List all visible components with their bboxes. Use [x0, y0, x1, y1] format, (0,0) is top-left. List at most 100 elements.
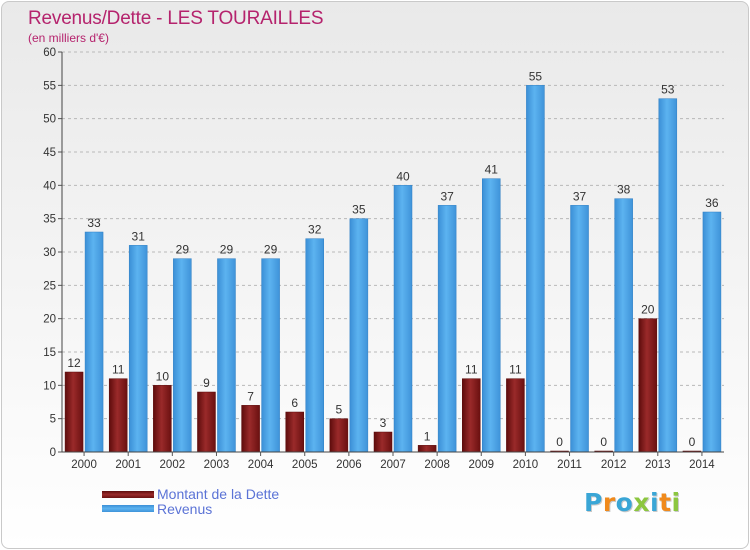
value-label-revenus-2011: 37	[573, 189, 587, 203]
bar-dette-2013	[638, 318, 658, 453]
proxiti-logo: Proxiti	[584, 488, 681, 517]
value-label-revenus-2013: 53	[661, 83, 675, 97]
value-label-dette-2003: 9	[203, 376, 210, 390]
y-tick-label: 5	[50, 414, 56, 426]
x-tick-label: 2013	[645, 459, 671, 471]
x-tick-label: 2004	[248, 459, 274, 471]
legend-label-dette: Montant de la Dette	[157, 486, 280, 502]
labels-layer: 1233113110299297296325353401371141115503…	[67, 69, 719, 449]
y-tick-label: 60	[43, 47, 56, 59]
y-tick-label: 40	[43, 180, 56, 192]
value-label-revenus-2000: 33	[87, 216, 101, 230]
value-label-dette-2004: 7	[247, 389, 254, 403]
x-tick-label: 2000	[71, 459, 97, 471]
y-tick-label: 20	[43, 314, 56, 326]
x-tick-label: 2011	[557, 459, 582, 471]
value-label-dette-2005: 6	[291, 396, 298, 410]
grid-layer	[62, 51, 724, 420]
bar-dette-2006	[329, 418, 349, 453]
y-tick-label: 50	[43, 114, 56, 126]
logo-letter: i	[650, 488, 660, 517]
legend-swatch-revenus	[102, 505, 154, 512]
bar-dette-2009	[462, 378, 481, 453]
legend-label-revenus: Revenus	[157, 501, 213, 517]
value-label-dette-2009: 11	[465, 363, 478, 377]
logo-letter: x	[633, 488, 650, 517]
bar-dette-2000	[64, 371, 84, 453]
logo-letter: r	[602, 488, 616, 517]
value-label-dette-2007: 3	[380, 416, 387, 430]
value-label-revenus-2008: 37	[440, 189, 454, 203]
x-tick-label: 2008	[424, 459, 450, 471]
bar-revenus-2013	[658, 98, 678, 453]
y-tick-label: 55	[43, 80, 56, 92]
y-tick-label: 15	[43, 347, 56, 359]
x-tick-label: 2003	[204, 459, 230, 471]
value-label-revenus-2010: 55	[529, 69, 543, 83]
value-label-dette-2002: 10	[156, 369, 170, 383]
logo-letter: i	[671, 488, 681, 517]
value-label-dette-2000: 12	[67, 356, 81, 370]
y-tick-label: 30	[43, 247, 56, 259]
x-tick-label: 2005	[292, 459, 318, 471]
x-tick-label: 2010	[513, 459, 539, 471]
bar-revenus-2014	[702, 211, 722, 453]
value-label-revenus-2003: 29	[220, 243, 234, 257]
logo-letter: P	[584, 488, 603, 517]
value-label-revenus-2014: 36	[705, 196, 719, 210]
bars-layer	[64, 85, 722, 453]
value-label-revenus-2004: 29	[264, 243, 278, 257]
value-label-dette-2008: 1	[424, 429, 431, 443]
bar-dette-2002	[153, 385, 172, 453]
x-tick-label: 2002	[160, 459, 186, 471]
logo-letter: o	[615, 488, 634, 517]
chart-subtitle: (en milliers d'€)	[28, 31, 109, 45]
value-label-dette-2013: 20	[641, 303, 655, 317]
value-label-dette-2011: 0	[556, 435, 563, 449]
x-tick-label: 2012	[601, 459, 627, 471]
bar-revenus-2007	[393, 185, 413, 453]
bar-revenus-2006	[349, 218, 369, 453]
bar-revenus-2002	[173, 258, 192, 453]
value-label-dette-2012: 0	[600, 435, 607, 449]
value-label-revenus-2002: 29	[176, 243, 190, 257]
bar-revenus-2012	[614, 198, 633, 453]
bar-revenus-2010	[526, 85, 545, 453]
bar-revenus-2009	[482, 178, 501, 453]
value-label-dette-2014: 0	[689, 435, 696, 449]
value-label-revenus-2001: 31	[132, 229, 146, 243]
x-tick-label: 2009	[468, 459, 494, 471]
value-label-dette-2006: 5	[336, 403, 343, 417]
bar-dette-2007	[373, 431, 393, 453]
y-tick-label: 35	[43, 214, 56, 226]
bar-revenus-2003	[217, 258, 236, 453]
x-tick-label: 2006	[336, 459, 362, 471]
bar-dette-2008	[417, 445, 437, 453]
y-tick-label: 45	[43, 147, 56, 159]
bar-revenus-2008	[437, 205, 457, 453]
bar-dette-2010	[506, 378, 525, 453]
y-tick-label: 25	[43, 280, 56, 292]
value-label-revenus-2009: 41	[485, 163, 499, 177]
bar-dette-2003	[197, 391, 216, 453]
value-label-dette-2010: 11	[509, 363, 522, 377]
bar-revenus-2001	[128, 245, 148, 453]
y-tick-label: 0	[50, 447, 56, 459]
value-label-revenus-2005: 32	[308, 223, 322, 237]
x-tick-label: 2007	[380, 459, 406, 471]
chart-title: Revenus/Dette - LES TOURAILLES	[28, 8, 324, 29]
logo-letter: t	[659, 488, 672, 517]
bar-dette-2001	[108, 378, 128, 453]
value-label-revenus-2007: 40	[396, 169, 410, 183]
x-tick-label: 2014	[689, 459, 715, 471]
value-label-revenus-2012: 38	[617, 183, 631, 197]
bar-revenus-2004	[261, 258, 280, 453]
bar-revenus-2005	[305, 238, 324, 453]
y-tick-label: 10	[43, 380, 56, 392]
bar-revenus-2000	[84, 231, 104, 453]
value-label-dette-2001: 11	[112, 363, 125, 377]
bar-revenus-2011	[570, 205, 589, 453]
